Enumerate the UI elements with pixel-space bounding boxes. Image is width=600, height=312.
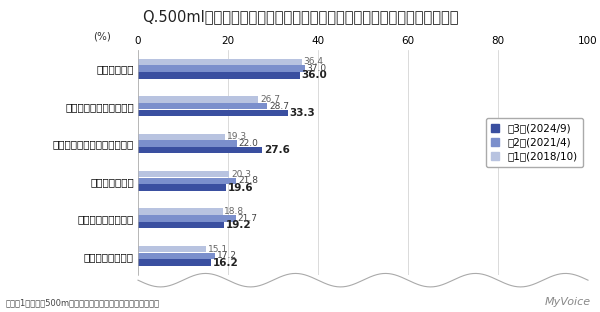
Text: 22.0: 22.0 bbox=[239, 139, 259, 148]
Text: 20.3: 20.3 bbox=[231, 170, 251, 179]
Text: (%): (%) bbox=[93, 32, 111, 42]
Bar bbox=[138, 147, 262, 154]
Bar bbox=[138, 103, 267, 109]
Text: 28.7: 28.7 bbox=[269, 102, 289, 110]
Text: ：直近1年間に、500m前後のペットボトルコーヒーを飲んだ人: ：直近1年間に、500m前後のペットボトルコーヒーを飲んだ人 bbox=[6, 298, 160, 307]
Text: 15.1: 15.1 bbox=[208, 245, 228, 254]
Text: 33.3: 33.3 bbox=[290, 108, 316, 118]
Bar bbox=[138, 246, 206, 252]
Legend: 第3回(2024/9), 第2回(2021/4), 第1回(2018/10): 第3回(2024/9), 第2回(2021/4), 第1回(2018/10) bbox=[485, 118, 583, 167]
Text: 37.0: 37.0 bbox=[306, 64, 326, 73]
Text: 17.2: 17.2 bbox=[217, 251, 237, 260]
Bar bbox=[138, 66, 305, 72]
Text: 18.8: 18.8 bbox=[224, 207, 245, 216]
Text: MyVoice: MyVoice bbox=[545, 297, 591, 307]
Text: 19.2: 19.2 bbox=[226, 220, 252, 230]
Bar bbox=[138, 72, 300, 79]
Text: 19.3: 19.3 bbox=[227, 132, 247, 141]
Bar bbox=[138, 134, 225, 140]
Bar bbox=[138, 215, 236, 222]
Bar bbox=[138, 178, 236, 184]
Text: 36.0: 36.0 bbox=[302, 71, 328, 80]
Bar bbox=[138, 59, 302, 65]
Bar bbox=[138, 140, 237, 147]
Bar bbox=[138, 110, 288, 116]
Text: 21.8: 21.8 bbox=[238, 177, 258, 185]
Text: 36.4: 36.4 bbox=[304, 57, 323, 66]
Bar bbox=[138, 259, 211, 266]
Bar bbox=[138, 222, 224, 228]
Bar bbox=[138, 96, 258, 103]
Bar bbox=[138, 171, 229, 178]
Text: 21.7: 21.7 bbox=[238, 214, 257, 223]
Bar bbox=[138, 208, 223, 215]
Bar bbox=[138, 184, 226, 191]
Text: 26.7: 26.7 bbox=[260, 95, 280, 104]
Text: 27.6: 27.6 bbox=[264, 145, 290, 155]
Text: 19.6: 19.6 bbox=[228, 183, 254, 193]
Text: 16.2: 16.2 bbox=[212, 258, 238, 268]
Text: Q.500ml前後のペットボトルコーヒーを、どのような場面で飲みますか？: Q.500ml前後のペットボトルコーヒーを、どのような場面で飲みますか？ bbox=[142, 9, 458, 24]
Bar bbox=[138, 253, 215, 259]
